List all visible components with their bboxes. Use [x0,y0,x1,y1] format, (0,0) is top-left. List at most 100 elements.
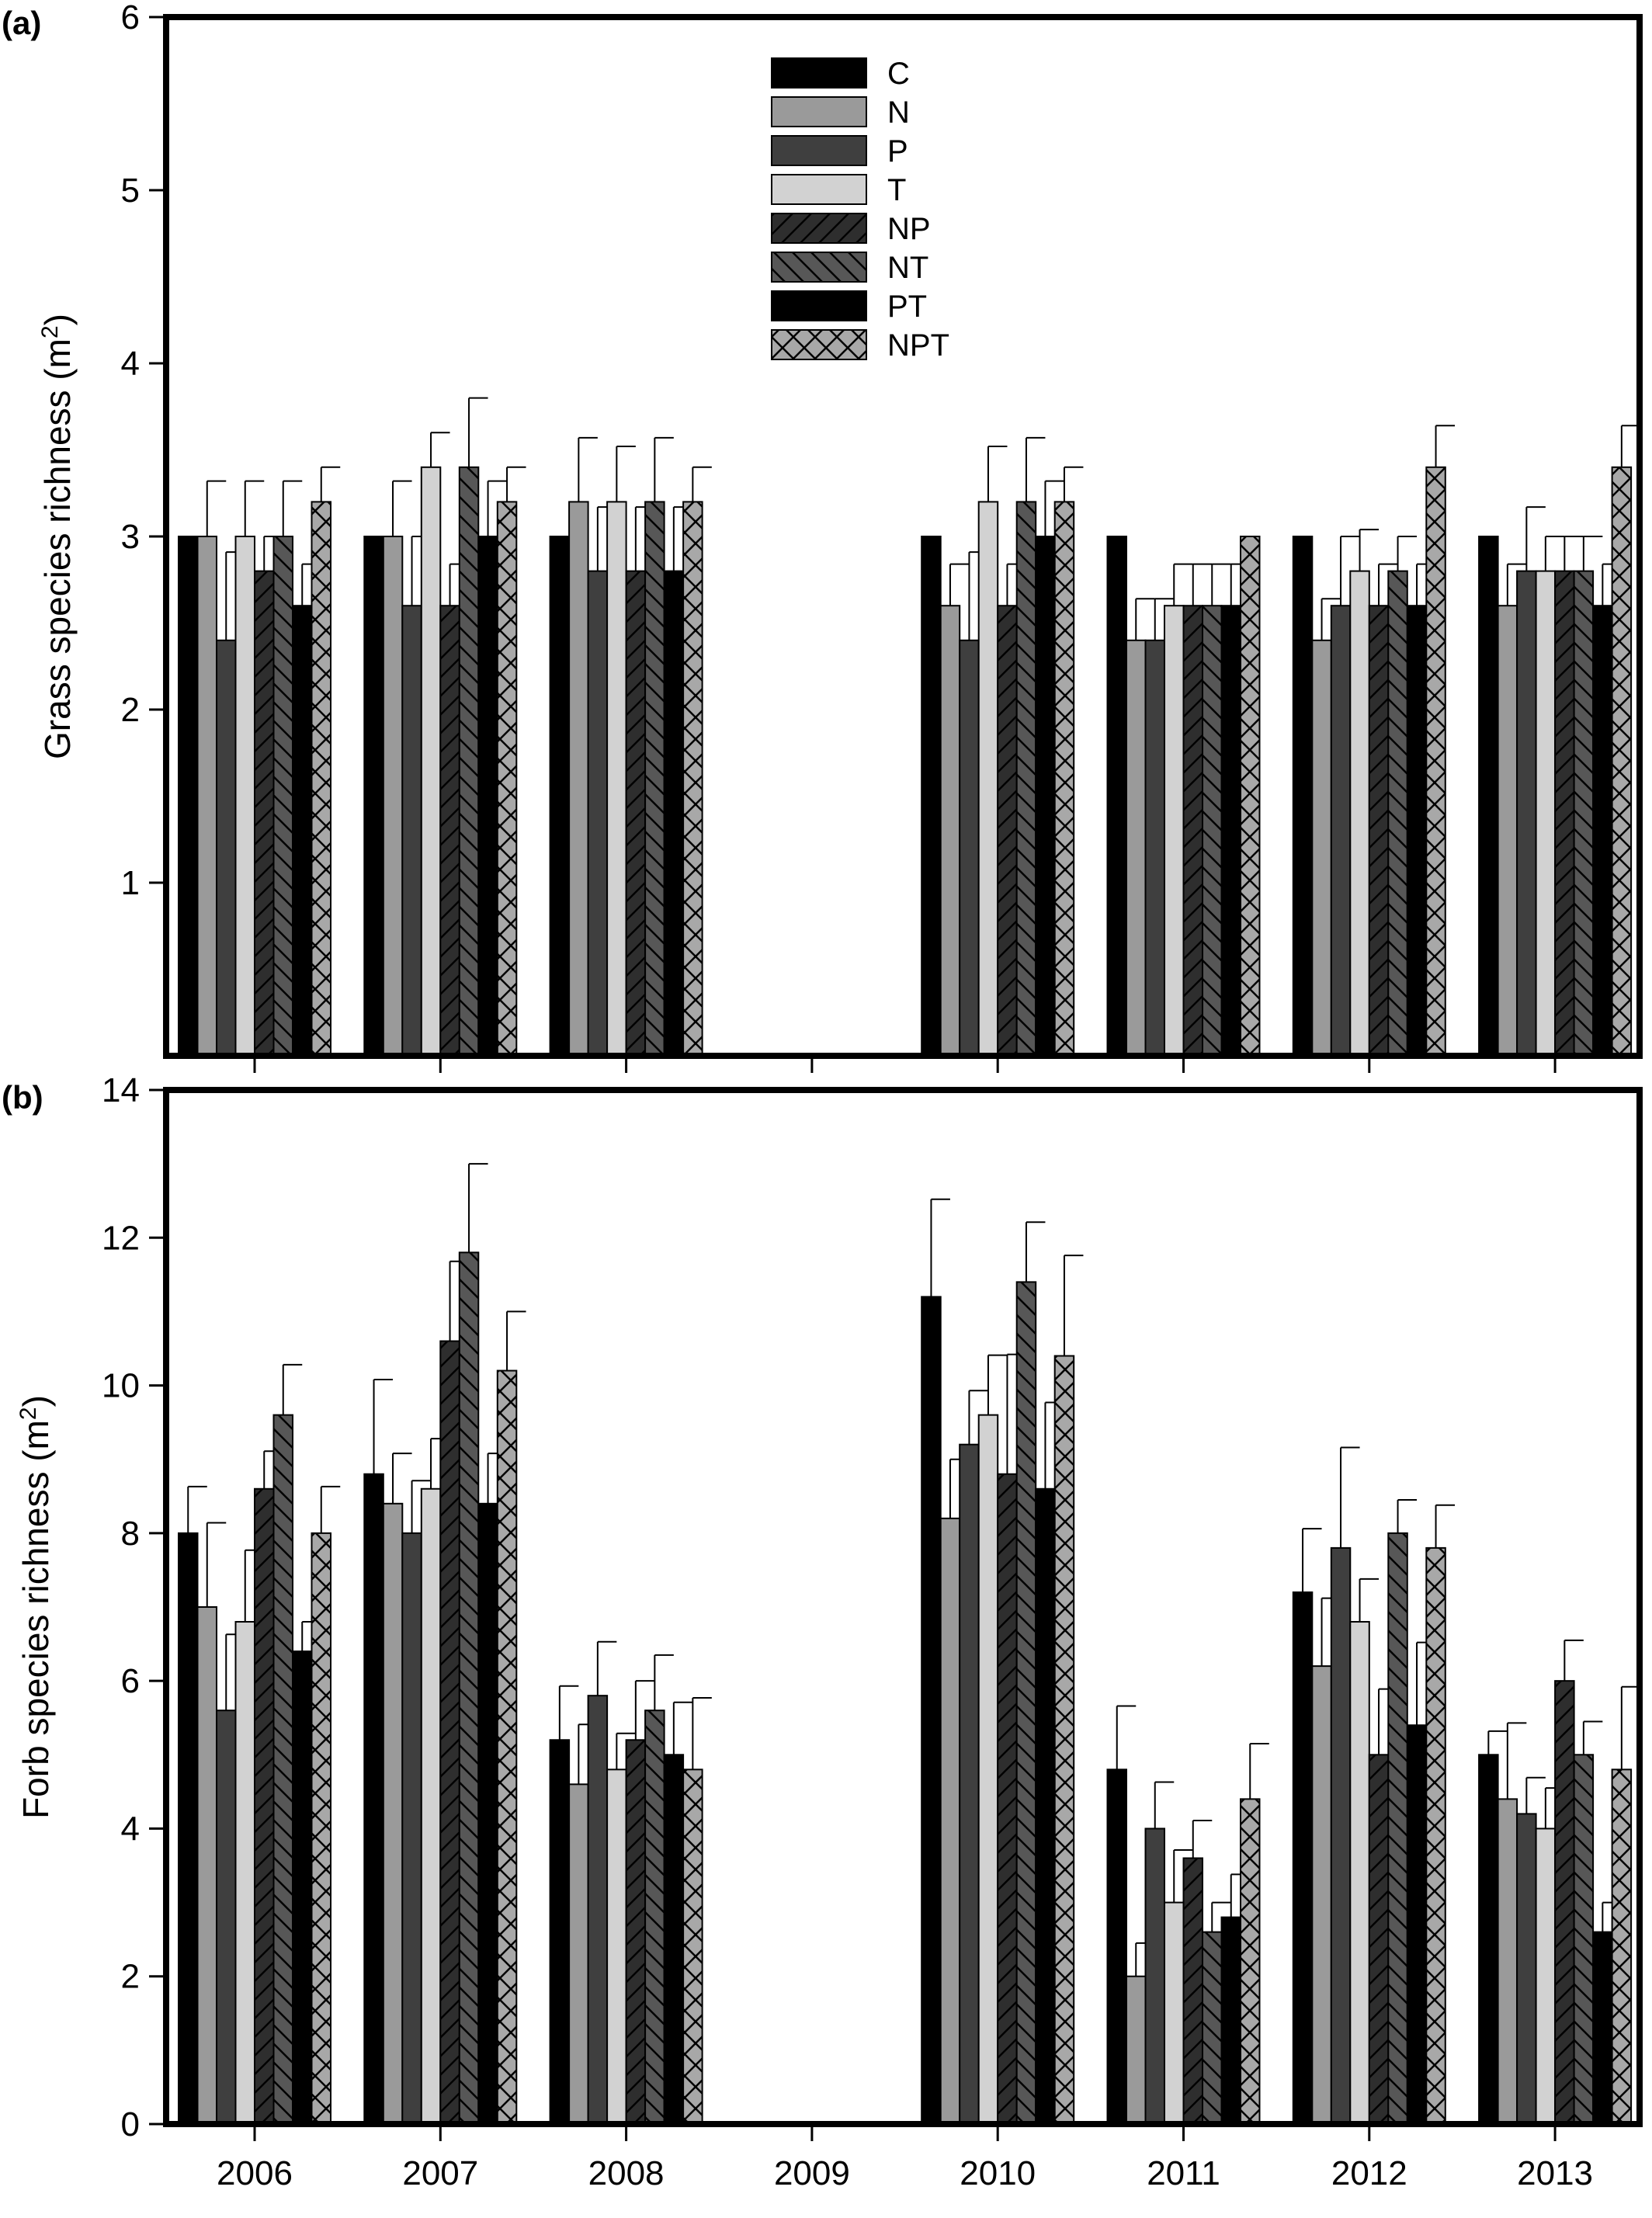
plot-area-a: 1 2 3 4 5 6 [121,0,1641,1073]
bar-a-P-2008 [587,570,609,1057]
bar-a-PT-2008 [663,570,685,1057]
bar-b-P-2010 [959,1443,980,2125]
bar-b-P-2013 [1516,1813,1537,2125]
bar-a-C-2012 [1292,536,1314,1057]
bar-b-P-2008 [587,1695,609,2125]
bar-b-C-2010 [921,1296,942,2125]
x-tick-label: 2006 [217,2154,293,2192]
bar-b-P-2007 [401,1532,422,2126]
bar-b-N-2007 [382,1502,404,2126]
bar-b-C-2007 [363,1473,384,2125]
y-tick-label-b: 10 [102,1367,140,1405]
bar-a-NPT-2007 [496,501,518,1057]
legend-label-NPT: NPT [887,328,949,363]
bar-b-NPT-2013 [1611,1768,1633,2125]
legend-label-C: C [887,57,910,91]
legend-label-PT: PT [887,290,927,324]
y-tick-label-b: 8 [121,1515,140,1553]
bar-a-NP-2006 [254,570,275,1057]
bar-b-NP-2006 [254,1487,275,2126]
legend-label-NP: NP [887,212,931,246]
bar-a-T-2010 [977,501,999,1057]
bar-b-NP-2011 [1182,1857,1203,2125]
bar-a-C-2011 [1106,536,1127,1057]
y-tick-label-a: 2 [121,691,140,729]
bar-a-P-2011 [1144,639,1165,1057]
y-tick-label-b: 4 [121,1810,140,1848]
bar-b-NP-2013 [1554,1680,1575,2125]
bar-b-NPT-2011 [1240,1798,1261,2125]
bar-b-NP-2012 [1368,1754,1390,2125]
bar-a-N-2012 [1311,639,1332,1057]
bar-a-NP-2010 [997,605,1018,1057]
plot-frame-a [163,14,1643,1059]
plot-frame-b [163,1087,1643,2127]
legend-label-T: T [887,173,906,207]
bar-b-T-2008 [606,1768,627,2125]
bar-b-N-2012 [1311,1665,1332,2125]
bar-b-PT-2010 [1035,1487,1056,2126]
bar-a-PT-2006 [292,605,313,1057]
bar-b-NT-2008 [644,1709,665,2125]
legend-swatch-PT [771,290,867,321]
bar-b-NT-2010 [1015,1281,1037,2125]
x-tick-label: 2007 [402,2154,478,2192]
bar-a-NPT-2013 [1611,466,1633,1057]
y-tick-label-a: 5 [121,172,140,210]
y-tick-label-b: 2 [121,1958,140,1996]
bar-a-C-2008 [549,536,571,1057]
bar-b-PT-2006 [292,1650,313,2125]
bar-b-N-2011 [1126,1975,1147,2126]
bar-a-NPT-2012 [1425,466,1446,1057]
bar-a-P-2010 [959,639,980,1057]
bar-b-C-2006 [178,1532,199,2126]
bar-b-NPT-2010 [1053,1355,1075,2125]
x-tick-label: 2011 [1147,2154,1220,2192]
bar-b-NPT-2007 [496,1369,518,2125]
bar-b-NT-2011 [1202,1931,1223,2126]
bar-a-N-2008 [568,501,589,1057]
bar-b-N-2010 [939,1517,961,2126]
bar-b-P-2011 [1144,1828,1165,2125]
bar-b-N-2006 [196,1606,217,2125]
bar-a-NP-2011 [1182,605,1203,1057]
bar-b-N-2008 [568,1783,589,2125]
bar-a-NT-2006 [272,536,293,1057]
legend-label-P: P [887,134,908,168]
x-tick-label: 2009 [774,2154,850,2192]
bar-a-N-2011 [1126,639,1147,1057]
bar-a-T-2006 [234,536,255,1057]
bar-a-NT-2008 [644,501,665,1057]
bar-b-T-2006 [234,1621,255,2125]
bar-b-NPT-2006 [311,1532,331,2126]
bar-b-C-2008 [549,1739,571,2125]
x-tick-label: 2012 [1331,2154,1407,2192]
bar-a-NT-2007 [458,466,480,1057]
y-tick-label-b: 14 [102,1071,140,1109]
bar-a-C-2013 [1478,536,1499,1057]
bar-b-T-2010 [977,1414,999,2125]
bar-a-NT-2012 [1387,570,1408,1057]
bar-a-PT-2011 [1220,605,1241,1057]
legend-swatch-T [771,174,867,205]
legend-swatch-C [771,57,867,89]
panel-b: (b) 0 2 4 6 8 10 12 14 2006 2007 2008 2009 2010 2011 2… [2,1071,1643,2192]
bar-b-P-2012 [1330,1546,1352,2125]
bar-b-NP-2007 [439,1340,460,2125]
bar-a-P-2013 [1516,570,1537,1057]
bar-a-T-2012 [1349,570,1370,1057]
y-tick-label-a: 3 [121,518,140,556]
bar-b-PT-2011 [1220,1916,1241,2126]
bar-a-P-2007 [401,605,422,1057]
bar-a-C-2006 [178,536,199,1057]
bar-b-PT-2007 [477,1502,498,2126]
bar-b-T-2012 [1349,1621,1370,2125]
bar-a-N-2013 [1497,605,1518,1057]
y-axis-title-b: Forb species richness (m2) [16,1395,56,1819]
bar-a-PT-2012 [1406,605,1428,1057]
bar-a-NT-2013 [1573,570,1595,1057]
panel-a: (a) 1 2 3 4 5 6 Grass species richness (m2) C… [2,0,1643,1073]
bar-a-NT-2010 [1015,501,1037,1057]
bar-a-NP-2007 [439,605,460,1057]
